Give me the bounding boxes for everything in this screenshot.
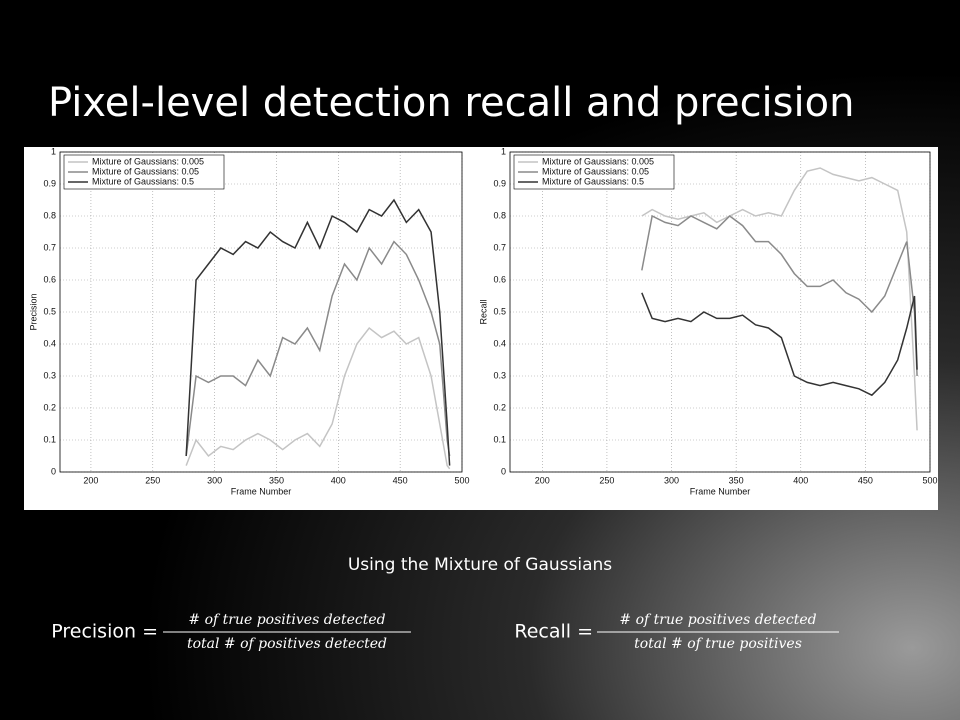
legend-label: Mixture of Gaussians: 0.05 <box>92 166 199 176</box>
y-axis-label: Recall <box>478 299 488 324</box>
x-axis-label: Frame Number <box>690 486 751 496</box>
data-line <box>185 326 451 470</box>
y-tick-label: 0.2 <box>43 402 56 412</box>
plot-frame <box>509 151 931 473</box>
y-tick-label: 0.1 <box>493 434 506 444</box>
legend-label: Mixture of Gaussians: 0.05 <box>542 166 649 176</box>
formula-label: Recall = <box>514 621 593 643</box>
legend-label: Mixture of Gaussians: 0.5 <box>542 176 644 186</box>
x-tick-label: 350 <box>729 475 744 485</box>
x-tick-label: 500 <box>454 475 469 485</box>
y-tick-label: 1 <box>501 146 506 156</box>
legend-label: Mixture of Gaussians: 0.005 <box>542 156 654 166</box>
y-tick-label: 0.9 <box>43 178 56 188</box>
data-line <box>641 214 918 377</box>
data-line <box>641 292 918 397</box>
y-tick-label: 0.6 <box>43 274 56 284</box>
y-tick-label: 0.7 <box>493 242 506 252</box>
data-line <box>641 167 918 431</box>
legend-box <box>63 154 225 190</box>
x-tick-label: 250 <box>145 475 160 485</box>
caption: Using the Mixture of Gaussians <box>348 555 612 575</box>
legend-label: Mixture of Gaussians: 0.005 <box>92 156 204 166</box>
x-tick-label: 200 <box>535 475 550 485</box>
y-tick-label: 0.4 <box>43 338 56 348</box>
slide-title: Pixel-level detection recall and precisi… <box>48 80 854 126</box>
x-tick-label: 200 <box>83 475 98 485</box>
x-tick-label: 300 <box>207 475 222 485</box>
data-line <box>185 240 451 457</box>
y-tick-label: 0.8 <box>43 210 56 220</box>
y-tick-label: 0.1 <box>43 434 56 444</box>
y-tick-label: 0.9 <box>493 178 506 188</box>
x-tick-label: 450 <box>858 475 873 485</box>
y-tick-label: 0.3 <box>43 370 56 380</box>
x-tick-label: 300 <box>664 475 679 485</box>
x-tick-label: 450 <box>393 475 408 485</box>
x-tick-label: 400 <box>331 475 346 485</box>
formula-denominator: total # of positives detected <box>187 636 387 652</box>
y-axis-label: Precision <box>28 293 38 330</box>
y-tick-label: 0.3 <box>493 370 506 380</box>
y-tick-label: 0 <box>501 466 506 476</box>
x-tick-label: 350 <box>269 475 284 485</box>
y-tick-label: 0.5 <box>493 306 506 316</box>
formula-label: Precision = <box>51 621 158 643</box>
formula-numerator: # of true positives detected <box>619 612 816 628</box>
y-tick-label: 1 <box>51 146 56 156</box>
x-tick-label: 500 <box>922 475 937 485</box>
legend-label: Mixture of Gaussians: 0.5 <box>92 176 194 186</box>
x-tick-label: 250 <box>599 475 614 485</box>
x-axis-label: Frame Number <box>231 486 292 496</box>
x-tick-label: 400 <box>793 475 808 485</box>
legend-box <box>513 154 675 190</box>
y-tick-label: 0.6 <box>493 274 506 284</box>
formula-denominator: total # of true positives <box>634 636 802 652</box>
y-tick-label: 0.5 <box>43 306 56 316</box>
y-tick-label: 0 <box>51 466 56 476</box>
data-line <box>185 198 451 466</box>
y-tick-label: 0.4 <box>493 338 506 348</box>
plot-frame <box>59 151 463 473</box>
formula-numerator: # of true positives detected <box>188 612 385 628</box>
y-tick-label: 0.7 <box>43 242 56 252</box>
y-tick-label: 0.8 <box>493 210 506 220</box>
y-tick-label: 0.2 <box>493 402 506 412</box>
